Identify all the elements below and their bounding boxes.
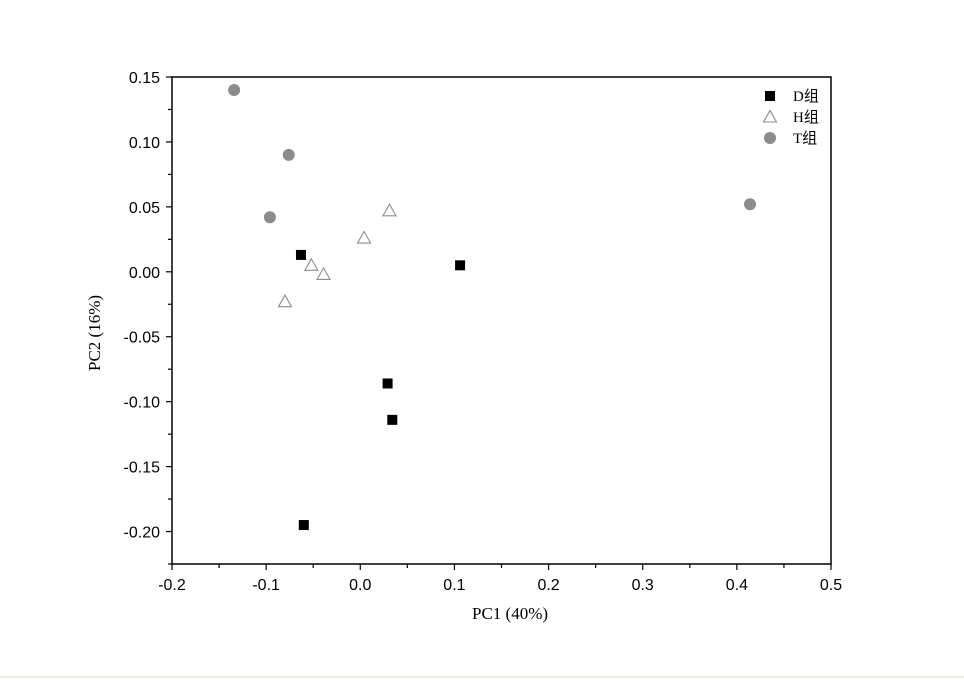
data-points [228, 83, 757, 531]
data-point-series-2 [316, 266, 332, 280]
y-tick-label: -0.15 [124, 460, 161, 477]
data-point-series-3 [282, 148, 295, 161]
data-point-series-3 [744, 198, 757, 211]
y-tick-label: 0.00 [129, 265, 160, 282]
x-tick-label: -0.2 [158, 577, 186, 594]
legend-marker-3 [764, 132, 776, 144]
x-tick-label: 0.3 [632, 577, 654, 594]
axes: -0.2 -0.1 0.0 0.1 0.2 0.3 0.4 0.5 0.15 0.10 0.05 0.… [124, 70, 843, 594]
x-tick-label: 0.2 [537, 577, 559, 594]
legend-marker-2 [762, 109, 778, 123]
x-axis-title: PC1 (40%) [472, 604, 548, 623]
data-point-series-2 [382, 203, 397, 217]
x-tick-label: 0.1 [443, 577, 465, 594]
y-tick-label: -0.20 [124, 525, 161, 542]
data-point-series-1 [455, 260, 466, 271]
data-point-series-2 [303, 257, 319, 271]
legend-label-1: D组 [793, 88, 819, 105]
data-point-series-1 [382, 378, 393, 389]
y-tick-label: -0.10 [124, 395, 161, 412]
legend: D组 H组 T组 [762, 88, 819, 147]
y-tick-label: -0.05 [124, 330, 161, 347]
data-point-series-1 [298, 520, 309, 531]
y-tick-label: 0.10 [129, 135, 160, 152]
data-point-series-1 [295, 249, 306, 260]
x-tick-label: 0.0 [349, 577, 371, 594]
data-point-series-3 [263, 211, 276, 224]
y-axis-title: PC2 (16%) [85, 295, 104, 371]
data-point-series-3 [228, 83, 241, 96]
data-point-series-2 [356, 230, 372, 244]
data-point-series-2 [277, 294, 293, 308]
x-tick-label: 0.5 [820, 577, 842, 594]
legend-label-3: T组 [793, 130, 817, 147]
y-tick-label: 0.15 [129, 70, 160, 87]
data-point-series-1 [387, 414, 398, 425]
y-tick-label: 0.05 [129, 200, 160, 217]
legend-marker-1 [765, 91, 775, 101]
legend-label-2: H组 [793, 109, 819, 126]
x-tick-label: 0.4 [726, 577, 748, 594]
x-tick-label: -0.1 [252, 577, 280, 594]
